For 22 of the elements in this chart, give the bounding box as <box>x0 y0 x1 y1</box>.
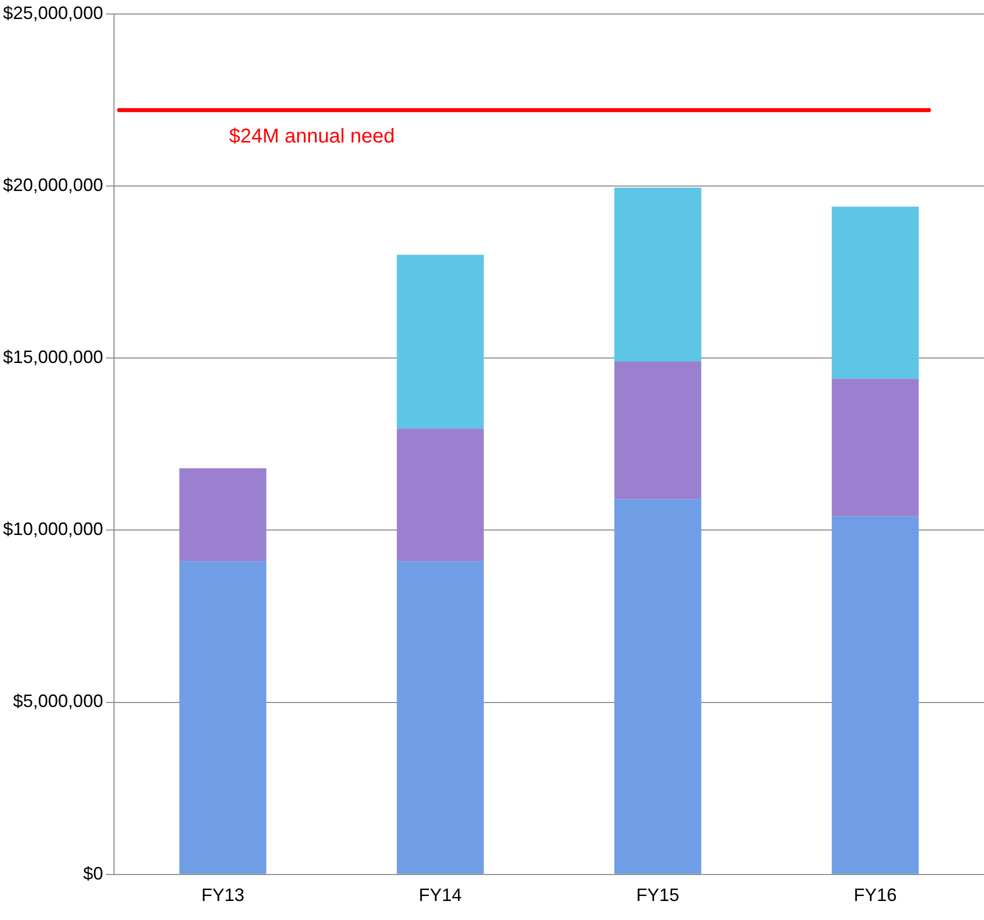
bar <box>179 561 266 874</box>
x-tick-label: FY15 <box>636 885 680 906</box>
y-tick-label: $5,000,000 <box>13 691 104 712</box>
y-tick-label: $10,000,000 <box>2 519 104 540</box>
y-tick-label: $20,000,000 <box>2 174 104 195</box>
x-tick-label: FY14 <box>418 885 462 906</box>
bar <box>614 361 702 500</box>
bar <box>396 561 484 874</box>
y-tick-label: $0 <box>83 863 104 884</box>
y-tick-label: $15,000,000 <box>2 347 104 368</box>
bar <box>832 516 919 874</box>
bar <box>396 428 484 562</box>
bar <box>614 188 702 362</box>
ref-line-label: $24M annual need <box>229 126 395 148</box>
bar <box>396 254 484 429</box>
bar <box>614 499 702 874</box>
bar <box>832 206 919 379</box>
bar <box>179 468 266 562</box>
y-tick-label: $25,000,000 <box>2 2 104 23</box>
bar <box>832 378 919 516</box>
x-tick-label: FY16 <box>854 885 897 906</box>
x-tick-label: FY13 <box>201 885 244 906</box>
